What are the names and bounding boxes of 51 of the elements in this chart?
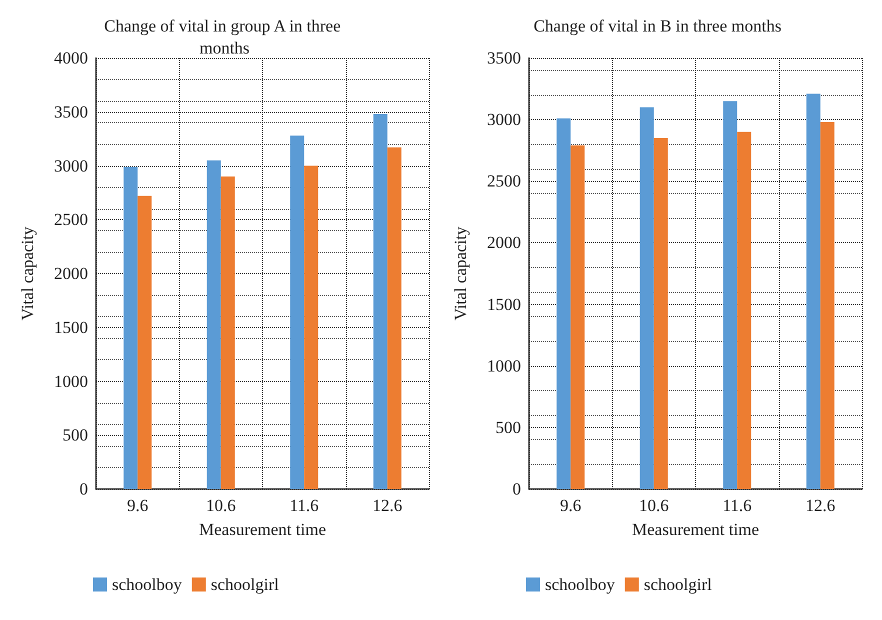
x-axis-title: Measurement time — [632, 520, 759, 539]
chart-title: Change of vital in B in three months — [534, 16, 782, 36]
bar — [373, 114, 388, 489]
legend-label: schoolgirl — [210, 575, 280, 594]
bar — [304, 166, 318, 489]
legend-label: schoolgirl — [644, 575, 712, 594]
y-tick-label: 2000 — [487, 233, 521, 252]
x-tick-label: 9.6 — [560, 496, 582, 515]
bar — [556, 118, 571, 489]
x-tick-label: 12.6 — [806, 496, 836, 515]
bar — [820, 122, 834, 489]
y-tick-label: 500 — [496, 418, 521, 437]
x-axis-title: Measurement time — [199, 520, 326, 539]
x-tick-label: 11.6 — [722, 496, 752, 515]
bar — [124, 166, 138, 489]
x-tick-label: 9.6 — [127, 496, 148, 515]
y-tick-label: 3500 — [487, 48, 521, 68]
bar — [570, 145, 585, 489]
bar — [654, 138, 668, 489]
y-tick-label: 2000 — [54, 264, 88, 283]
y-axis-title: Vital capacity — [18, 226, 37, 320]
y-tick-label: 0 — [80, 480, 88, 498]
bar — [290, 136, 304, 489]
bar — [138, 196, 152, 489]
y-tick-label: 1000 — [487, 356, 521, 376]
bar — [806, 94, 820, 489]
bar — [220, 176, 235, 489]
bar — [206, 160, 221, 489]
x-tick-label: 12.6 — [372, 496, 402, 515]
bar — [387, 147, 402, 489]
x-tick-label: 10.6 — [206, 496, 236, 515]
legend-label: schoolboy — [545, 575, 616, 594]
y-tick-label: 3000 — [54, 156, 88, 176]
y-tick-label: 2500 — [487, 172, 521, 191]
y-tick-label: 3000 — [487, 110, 521, 130]
y-tick-label: 3500 — [54, 102, 88, 122]
y-tick-label: 1000 — [54, 372, 88, 391]
bar — [737, 132, 752, 489]
y-tick-label: 2500 — [54, 210, 88, 230]
y-axis-title: Vital capacity — [451, 226, 470, 320]
y-tick-label: 0 — [512, 480, 521, 498]
y-tick-label: 1500 — [487, 294, 521, 314]
bar — [640, 107, 654, 489]
bar — [723, 101, 738, 489]
legend-label: schoolboy — [112, 575, 182, 594]
y-tick-label: 1500 — [54, 318, 88, 337]
x-tick-label: 10.6 — [639, 496, 669, 515]
chart-title: Change of vital in group A in three months — [104, 16, 345, 58]
y-tick-label: 500 — [62, 426, 88, 445]
x-tick-label: 11.6 — [290, 496, 319, 515]
y-tick-label: 4000 — [54, 48, 88, 68]
